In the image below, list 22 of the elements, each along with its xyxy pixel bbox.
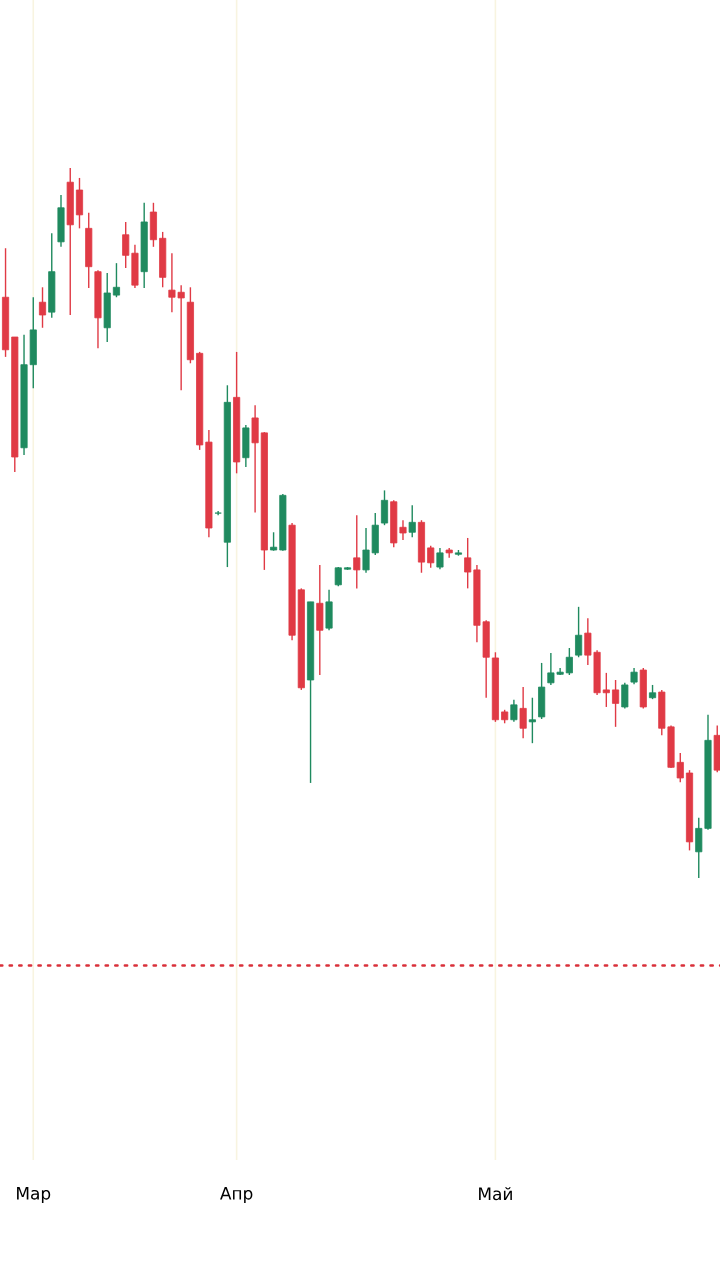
candlestick xyxy=(112,262,120,298)
x-tick-label: Май xyxy=(479,1187,512,1201)
candlestick xyxy=(353,514,361,590)
candlestick xyxy=(334,566,342,587)
candlestick xyxy=(464,537,472,590)
candlestick xyxy=(270,531,278,552)
candlestick xyxy=(602,672,610,708)
candlestick xyxy=(436,547,444,570)
candlestick xyxy=(38,286,47,329)
candlestick xyxy=(565,647,573,676)
candlestick xyxy=(621,682,629,710)
candlestick xyxy=(122,221,130,269)
candlestick xyxy=(612,679,620,728)
x-tick-label: Мар xyxy=(17,1187,51,1203)
candlestick xyxy=(408,504,416,538)
candlestick xyxy=(427,545,435,569)
candlestick xyxy=(380,489,389,526)
candlestick xyxy=(528,697,536,744)
candlestick xyxy=(510,699,518,723)
candlestick xyxy=(575,606,583,658)
x-tick-label: Апр xyxy=(220,1187,253,1203)
candlestick xyxy=(519,686,527,739)
